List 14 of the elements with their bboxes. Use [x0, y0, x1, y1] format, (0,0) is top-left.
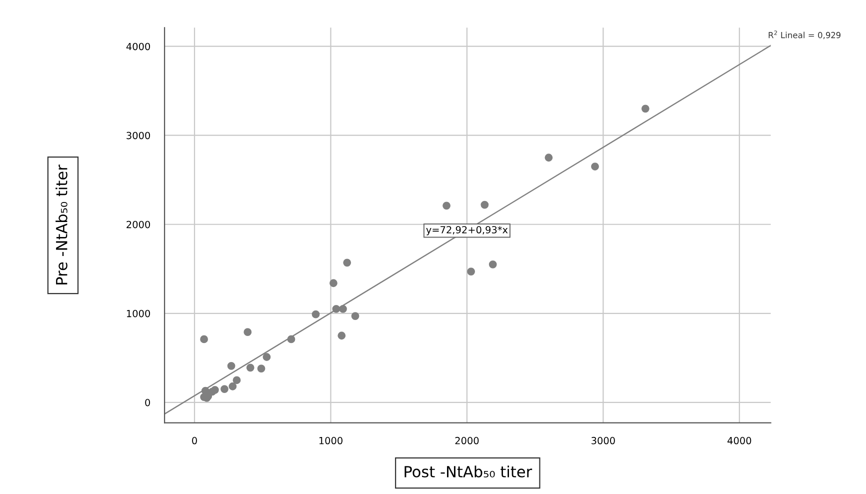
y-tick-label: 2000	[126, 220, 150, 228]
x-tick-label: 2000	[455, 436, 479, 444]
x-axis-title: Post -NtAb₅₀ titer	[404, 466, 532, 478]
y-tick-label: 0	[145, 398, 150, 406]
y-tick-label: 1000	[126, 310, 150, 318]
y-axis-title: Pre -NtAb₅₀ titer	[56, 164, 68, 284]
x-tick-label: 3000	[592, 436, 615, 444]
x-tick-label: 4000	[728, 436, 752, 444]
x-tick-label: 1000	[319, 436, 342, 444]
y-tick-label: 4000	[126, 42, 150, 50]
y-tick-label: 3000	[126, 132, 150, 140]
annotation: y=72,92+0,93*x	[426, 226, 508, 236]
x-tick-label: 0	[192, 436, 197, 444]
annotation: R$^{2}$ Lineal = 0,929	[768, 30, 840, 40]
